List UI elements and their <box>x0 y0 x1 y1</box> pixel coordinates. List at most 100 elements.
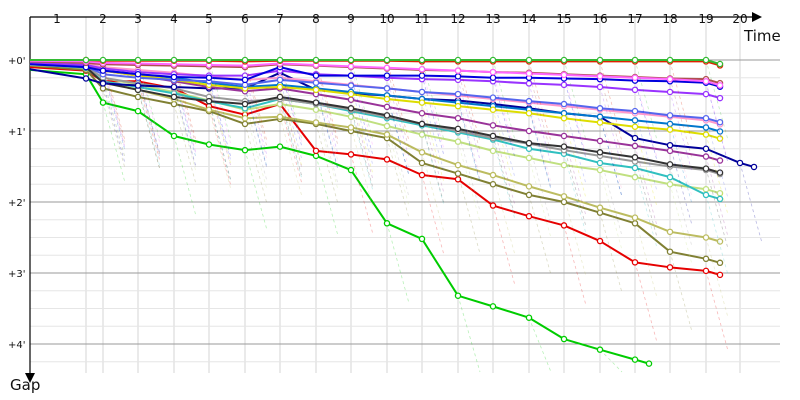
series-20-point <box>383 56 391 64</box>
series-7-dropline <box>457 130 481 212</box>
series-12-dropline <box>492 109 516 190</box>
series-1-point <box>645 360 653 367</box>
series-2-point <box>716 271 724 279</box>
series-7-dropline <box>386 116 410 197</box>
series-3-dropline <box>528 194 552 276</box>
series-16-dropline <box>563 78 587 159</box>
series-10-dropline <box>634 145 658 227</box>
series-3-point <box>666 248 674 255</box>
series-12-dropline <box>137 75 161 156</box>
lap-tick-label: 9 <box>347 12 355 26</box>
lap-tick-label: 16 <box>592 12 607 26</box>
series-14-point <box>666 112 674 119</box>
series-20-point <box>134 56 142 64</box>
series-14-dropline <box>421 91 445 173</box>
series-5-dropline <box>599 169 623 251</box>
series-16-point <box>383 72 391 79</box>
lap-tick-label: 14 <box>521 12 536 26</box>
series-18-point <box>489 68 497 76</box>
series-2-point <box>383 156 391 163</box>
series-4-point <box>489 171 497 179</box>
series-7-dropline <box>599 155 623 236</box>
series-10-point <box>525 127 533 135</box>
series-17-dropline <box>386 68 410 149</box>
series-5-point <box>631 173 639 181</box>
series-17-dropline <box>528 72 552 153</box>
series-1-dropline <box>315 155 339 236</box>
series-17-dropline <box>669 78 693 159</box>
gap-tick-label: +0' <box>8 56 26 67</box>
series-3-dropline <box>669 251 693 332</box>
series-8-dropline <box>350 108 374 189</box>
series-9-point <box>99 80 107 87</box>
series-16-point <box>205 74 213 82</box>
series-19-dropline <box>599 61 623 142</box>
series-15-point <box>525 80 533 87</box>
series-5-dropline <box>386 125 410 207</box>
series-9-point <box>134 82 142 89</box>
series-14-dropline <box>492 97 516 178</box>
gap-tick-label: +1' <box>8 127 26 138</box>
series-1-point <box>170 132 178 140</box>
series-9-dropline <box>315 89 339 170</box>
series-8-dropline <box>421 123 445 205</box>
series-10-dropline <box>421 113 445 194</box>
series-20-dropline <box>421 59 445 141</box>
y-axis-title: Gap <box>10 376 40 394</box>
lap-tick-label: 7 <box>276 12 284 26</box>
series-18-point <box>454 67 462 74</box>
series-7-dropline <box>102 77 126 158</box>
series-20-point <box>241 56 249 64</box>
series-4-point <box>241 114 249 122</box>
series-2-dropline <box>492 205 516 286</box>
series-8-dropline <box>137 89 161 170</box>
series-9-point <box>750 163 758 171</box>
series-18-point <box>418 65 426 73</box>
series-16-point <box>134 70 142 78</box>
series-20-point <box>347 56 355 64</box>
series-20-point <box>454 56 462 64</box>
series-14-dropline <box>634 111 658 192</box>
series-2-dropline <box>350 154 374 235</box>
series-4-dropline <box>137 89 161 170</box>
series-19-dropline <box>315 60 339 141</box>
lap-tick-label: 12 <box>450 12 465 26</box>
series-1-point <box>525 314 533 321</box>
series-10-point <box>596 137 604 145</box>
series-5-point <box>596 166 604 174</box>
series-4-point <box>596 204 604 211</box>
series-15-dropline <box>244 75 268 156</box>
series-2-point <box>631 259 639 266</box>
series-18-point <box>596 73 604 80</box>
lap-tick-label: 17 <box>627 12 642 26</box>
series-4-point <box>205 106 213 113</box>
series-3-point <box>454 170 462 177</box>
series-17-dropline <box>173 65 197 146</box>
series-13-dropline <box>457 95 481 176</box>
series-3-point <box>489 180 497 188</box>
series-10-point <box>666 147 674 155</box>
series-1-point <box>596 346 604 353</box>
series-4-point <box>560 193 568 200</box>
series-19-dropline <box>244 61 268 142</box>
series-9-dropline <box>457 100 481 181</box>
series-6-point <box>666 173 674 181</box>
series-7-dropline <box>669 166 693 247</box>
series-14-point <box>631 107 639 115</box>
series-10-dropline <box>563 135 587 217</box>
series-12-point <box>596 119 604 126</box>
series-12-point <box>418 99 426 106</box>
series-18-dropline <box>492 71 516 153</box>
x-axis-title: Time <box>743 27 781 45</box>
series-14-point <box>716 118 724 126</box>
series-11-dropline <box>244 86 268 168</box>
series-3-dropline <box>315 123 339 205</box>
series-18-dropline <box>208 64 232 146</box>
series-12-point <box>383 95 391 103</box>
series-20-point <box>276 56 284 64</box>
series-2-dropline <box>421 174 445 256</box>
series-6-point <box>716 195 724 203</box>
series-3-point <box>702 255 710 263</box>
series-8-point <box>276 93 284 101</box>
tick-labels: 1 2 3 4 5 6 7 8 9 10 11 12 13 14 15 16 17 18 19 20+0'+1'+2'… <box>8 12 748 351</box>
